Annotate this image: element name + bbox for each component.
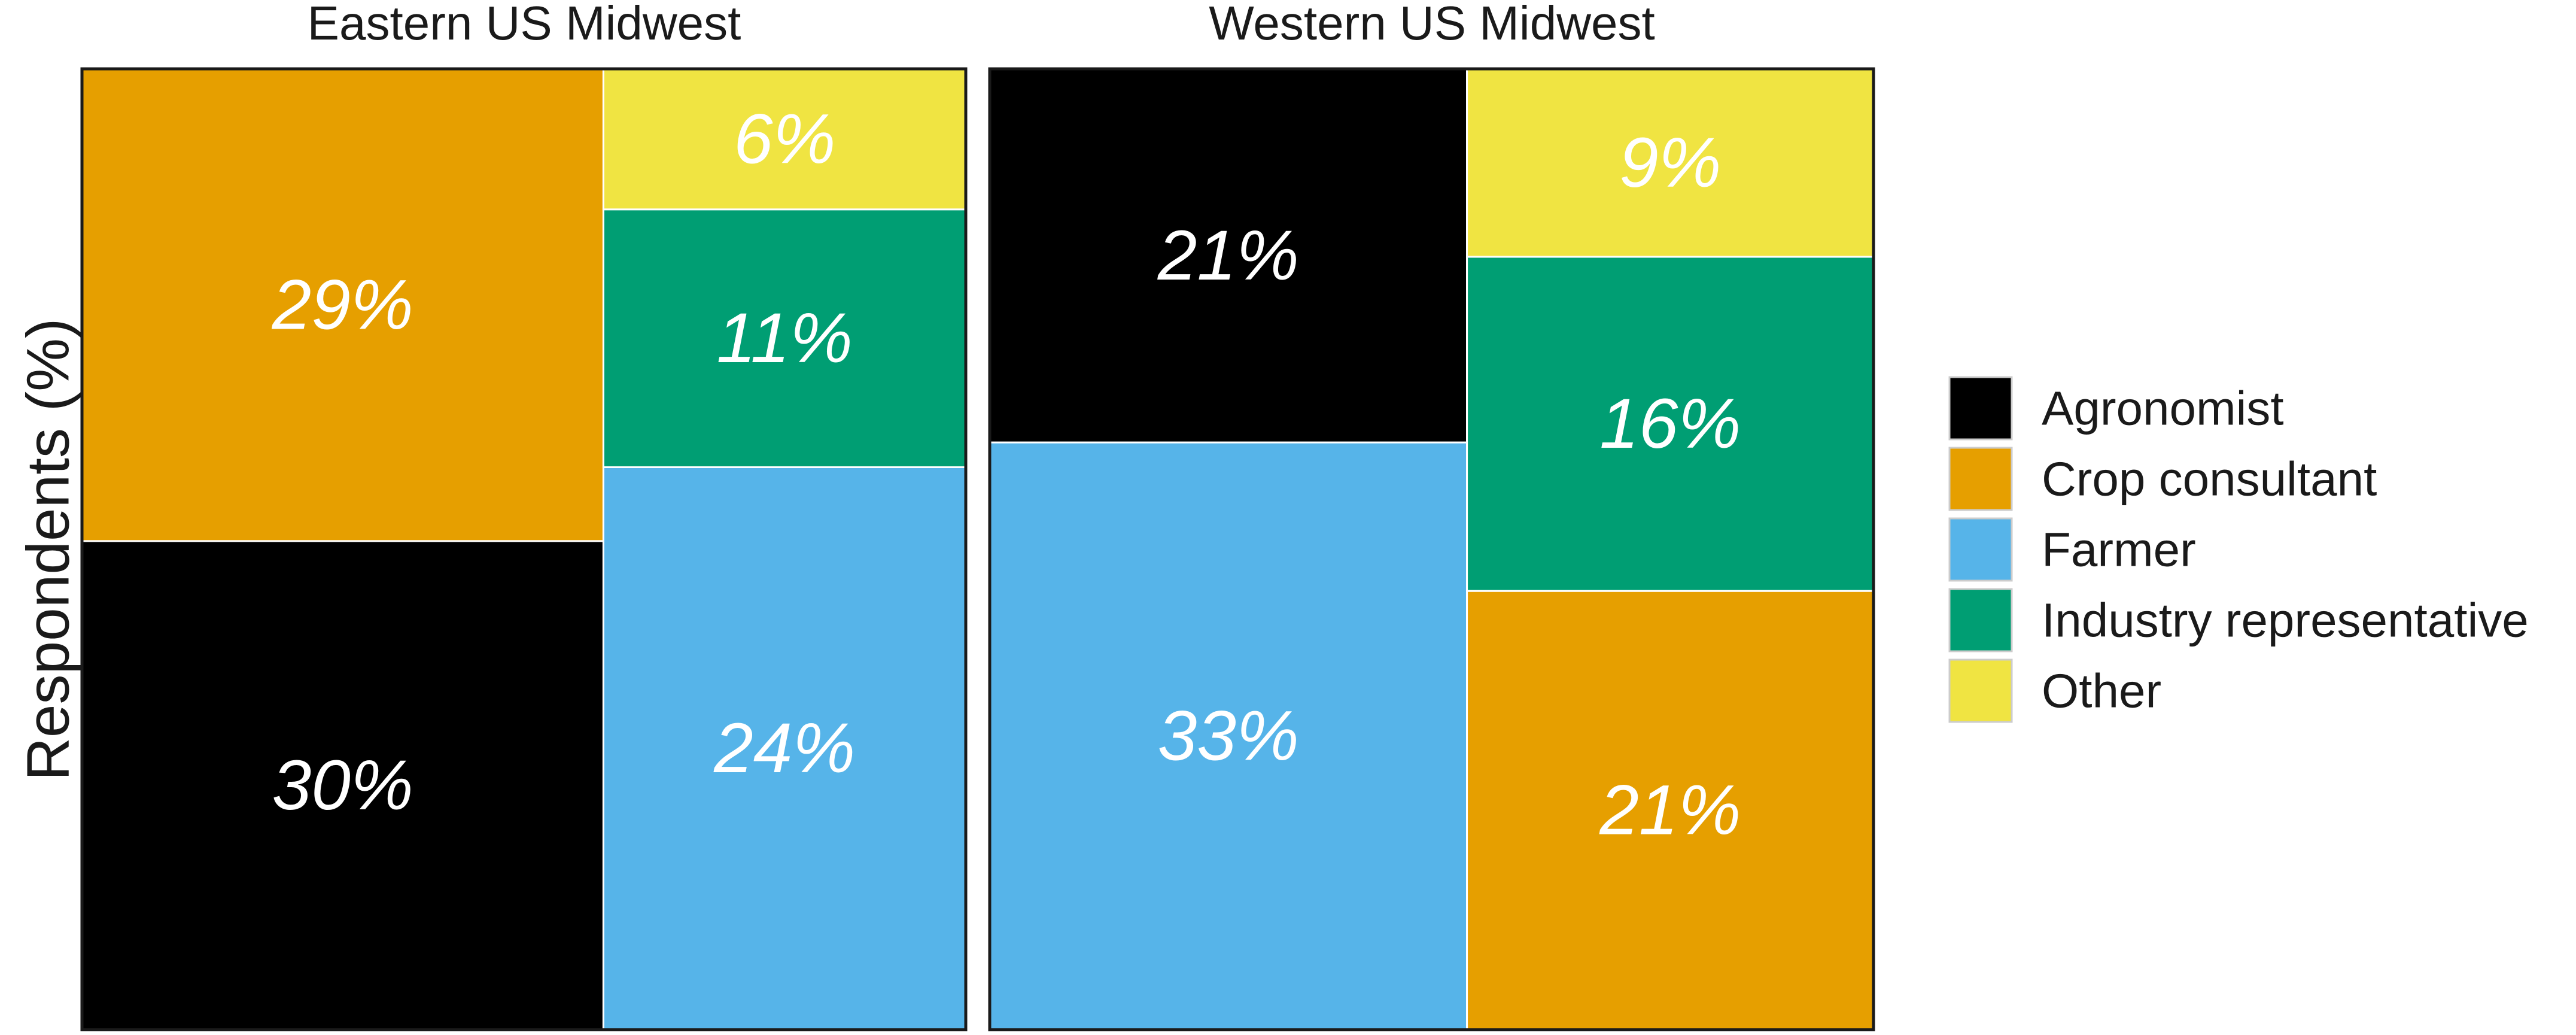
- tile-label-crop-consultant: 21%: [1599, 771, 1741, 850]
- panel-western-tiles: 21% 33% 9% 16% 21%: [989, 68, 1875, 1031]
- legend-label-crop-consultant: Crop consultant: [2042, 453, 2377, 506]
- panel-title-western: Western US Midwest: [1209, 0, 1655, 50]
- tile-farmer: [602, 466, 967, 1031]
- tile-industry-representative: [602, 208, 967, 468]
- legend-key-farmer: [1948, 517, 2013, 582]
- panel-title-eastern: Eastern US Midwest: [308, 0, 741, 50]
- tile-label-other: 9%: [1619, 123, 1722, 202]
- tile-label-agronomist: 30%: [272, 746, 413, 825]
- panel-western: Western US Midwest 21% 33% 9% 16% 21%: [988, 0, 1875, 1031]
- legend-label-other: Other: [2042, 664, 2161, 718]
- tile-crop-consultant: [81, 68, 604, 542]
- legend-key-agronomist: [1948, 376, 2013, 441]
- tile-label-other: 6%: [734, 99, 836, 178]
- legend-label-farmer: Farmer: [2042, 523, 2196, 576]
- tile-other: [1466, 68, 1875, 258]
- legend-key-crop-consultant: [1948, 447, 2013, 511]
- tile-label-crop-consultant: 29%: [272, 265, 413, 344]
- tile-industry-representative: [1466, 256, 1875, 592]
- panel-eastern-tiles: 29% 30% 6% 11% 24%: [81, 68, 967, 1031]
- tile-label-agronomist: 21%: [1157, 216, 1299, 295]
- panel-eastern: Eastern US Midwest 29% 30% 6% 11% 24%: [80, 0, 968, 1031]
- panel-border-western: [988, 67, 1875, 1031]
- legend-key-industry-representative: [1948, 588, 2013, 652]
- tile-label-industry-representative: 16%: [1599, 384, 1741, 463]
- legend: Agronomist Crop consultant Farmer Industry …: [1948, 376, 2529, 723]
- tile-label-farmer: 33%: [1158, 697, 1299, 776]
- tile-label-industry-representative: 11%: [717, 299, 853, 378]
- tile-label-farmer: 24%: [713, 709, 855, 788]
- tile-agronomist: [81, 540, 604, 1031]
- legend-label-industry-representative: Industry representative: [2042, 594, 2529, 647]
- legend-label-agronomist: Agronomist: [2042, 382, 2284, 435]
- y-axis-label: Respondents (%): [14, 318, 81, 781]
- panel-border-eastern: [80, 67, 968, 1031]
- tile-crop-consultant: [1466, 590, 1875, 1031]
- tile-farmer: [989, 441, 1468, 1031]
- legend-key-other: [1948, 658, 2013, 723]
- tile-agronomist: [989, 68, 1468, 444]
